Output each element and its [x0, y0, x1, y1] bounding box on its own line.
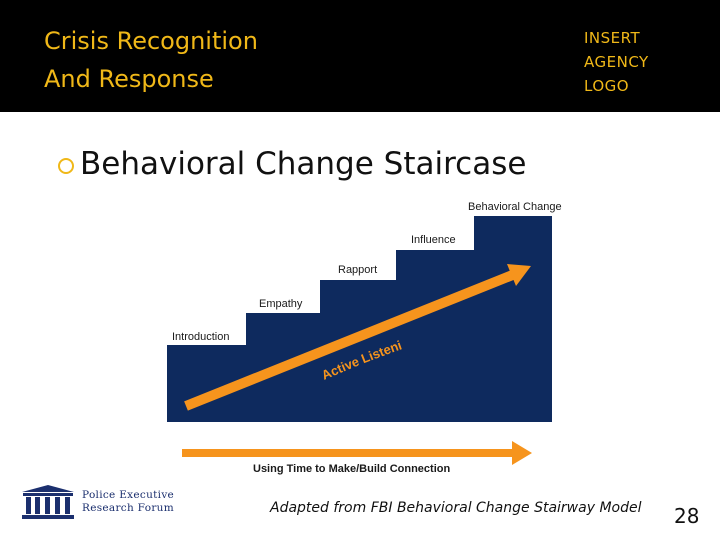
step-label-rapport: Rapport	[338, 264, 377, 276]
perf-logo-line-1: Police Executive	[82, 489, 175, 501]
section-heading: Behavioral Change Staircase	[58, 146, 526, 182]
step-label-influence: Influence	[411, 234, 456, 246]
building-icon	[22, 485, 74, 519]
time-arrow-head	[512, 441, 532, 465]
progress-arrow-head	[507, 264, 531, 286]
step-label-behavioral-change: Behavioral Change	[468, 201, 562, 213]
source-caption: Adapted from FBI Behavioral Change Stair…	[270, 500, 642, 516]
time-arrow-label: Using Time to Make/Build Connection	[253, 463, 450, 475]
perf-logo: Police Executive Research Forum	[20, 484, 174, 520]
logo-line-3: LOGO	[584, 77, 630, 95]
perf-logo-text: Police Executive Research Forum	[82, 489, 174, 515]
slide-title-line-2: And Response	[44, 65, 214, 93]
perf-logo-line-2: Research Forum	[82, 502, 174, 514]
section-heading-text: Behavioral Change Staircase	[80, 146, 527, 182]
step-label-empathy: Empathy	[259, 298, 303, 310]
slide-title-line-1: Crisis Recognition	[44, 27, 258, 55]
progress-arrow-line	[184, 269, 517, 411]
page-number: 28	[674, 504, 700, 528]
step-label-introduction: Introduction	[172, 331, 229, 343]
logo-line-1: INSERT	[584, 29, 641, 47]
agency-logo-placeholder: INSERT AGENCY LOGO	[584, 26, 649, 98]
slide-header: Crisis Recognition And Response INSERT A…	[0, 0, 720, 112]
slide-title: Crisis Recognition And Response	[44, 22, 258, 98]
bullet-icon	[58, 158, 74, 174]
logo-line-2: AGENCY	[584, 53, 649, 71]
